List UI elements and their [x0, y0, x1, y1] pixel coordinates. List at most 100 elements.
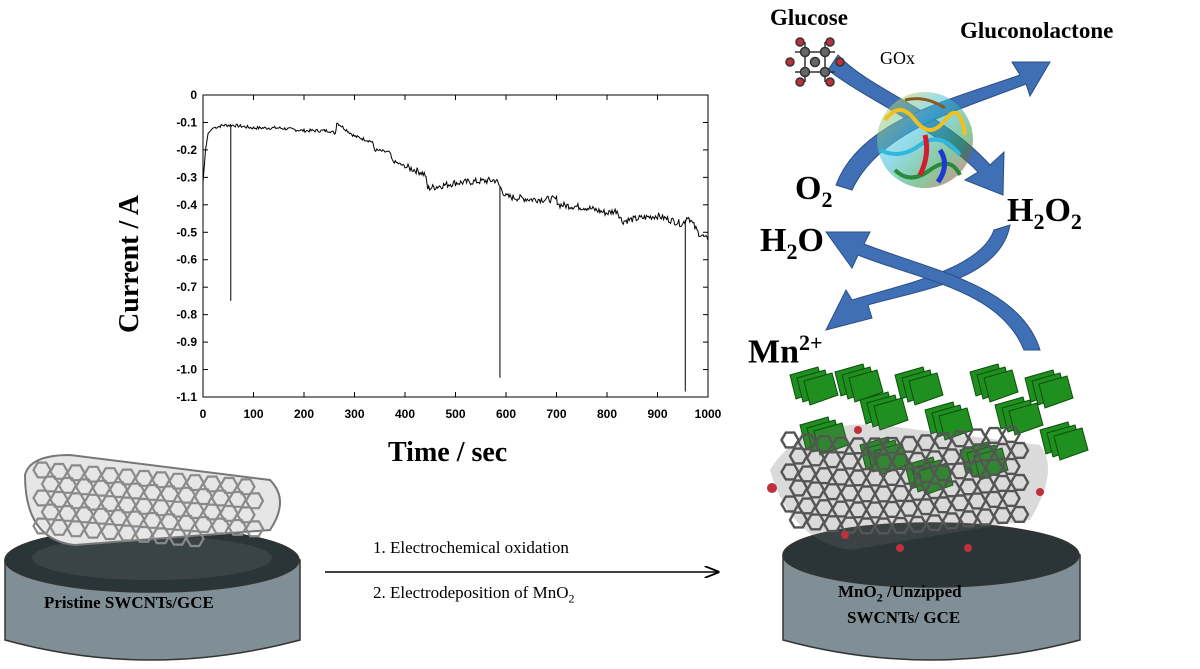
glucose-molecule-icon: [785, 37, 845, 87]
hexagon-ring: [916, 466, 936, 484]
hexagon-ring: [788, 511, 809, 529]
curved-arrow-h2o2-to-mn: [825, 224, 1011, 331]
hexagon-ring: [848, 469, 868, 487]
hexagon-ring: [822, 451, 843, 469]
y-tick-label: -0.8: [176, 308, 197, 322]
mno2-octahedron: [908, 372, 944, 406]
hexagon-ring: [1009, 473, 1030, 491]
mno2-octahedron: [1038, 375, 1074, 409]
hexagon-ring: [788, 447, 809, 465]
y-tick-label: -0.2: [176, 143, 197, 157]
hexagon-ring: [865, 501, 885, 519]
hexagon-ring: [916, 434, 936, 452]
o2-base: O: [795, 170, 822, 207]
hexagon-ring: [882, 500, 902, 518]
h2o2-a: H: [1007, 192, 1034, 229]
x-tick-label: 500: [445, 407, 465, 421]
y-tick-label: -0.5: [176, 225, 197, 239]
gluconolactone-label: Gluconolactone: [960, 18, 1114, 43]
hexagon-ring: [933, 432, 953, 450]
hexagon-ring: [916, 498, 936, 516]
hexagon-ring: [984, 490, 1004, 508]
hexagon-ring: [933, 464, 953, 482]
hexagon-ring: [831, 500, 851, 518]
mn-label: Mn2+: [748, 330, 823, 371]
y-tick-label: -0.3: [176, 170, 197, 184]
y-tick-label: -1.1: [176, 390, 197, 404]
x-tick-label: 700: [546, 407, 566, 421]
hexagon-ring: [941, 512, 962, 530]
y-tick-label: -1.0: [176, 363, 197, 377]
hexagon-ring: [1001, 489, 1021, 507]
x-tick-label: 900: [647, 407, 667, 421]
hexagon-ring: [210, 517, 231, 535]
x-axis-ticks: 0 100 200 300 400 500 600 700 800 900 1000: [200, 95, 722, 421]
curved-arrow-mn-to-h2o: [825, 231, 1041, 351]
process-step-2-text: 2. Electrodeposition of MnO: [373, 583, 569, 602]
hexagon-ring: [950, 462, 970, 480]
mno2-octahedron: [803, 372, 839, 406]
gox-label: GOx: [880, 48, 915, 68]
y-tick-label: 0: [190, 88, 197, 102]
h2o-label: H2O: [760, 222, 824, 265]
plot-frame: [202, 94, 709, 398]
chronoamperometry-chart: 0 -0.1 -0.2 -0.3 -0.4 -0.5 -0.6 -0.7 -0.8 -0.9 -1.…: [176, 88, 721, 421]
y-axis-ticks: 0 -0.1 -0.2 -0.3 -0.4 -0.5 -0.6 -0.7 -0.8 -0.9 -1.…: [176, 88, 708, 404]
x-tick-label: 100: [243, 407, 263, 421]
hexagon-ring: [151, 527, 171, 545]
hexagon-ring: [933, 496, 953, 514]
hexagon-ring: [83, 521, 103, 539]
mno2-octahedron: [1053, 427, 1089, 461]
hexagon-ring: [856, 517, 877, 535]
hexagon-ring: [890, 516, 911, 534]
x-tick-label: 300: [344, 407, 364, 421]
hexagon-ring: [839, 484, 860, 502]
hexagon-ring: [865, 437, 885, 455]
hexagon-ring: [193, 516, 214, 534]
glucose-label: Glucose: [770, 5, 848, 30]
hexagon-ring: [907, 515, 928, 533]
hexagon-ring: [797, 433, 817, 451]
unzipped-swcnt-icon: [767, 424, 1048, 552]
hexagon-ring: [244, 520, 265, 538]
hexagon-ring: [66, 520, 86, 538]
process-step-2: 2. Electrodeposition of MnO2: [373, 583, 574, 606]
x-tick-label: 800: [597, 407, 617, 421]
hexagon-ring: [865, 469, 885, 487]
mno2-octahedron: [848, 369, 884, 403]
h2o-s1: 2: [786, 238, 798, 264]
hexagon-ring: [1001, 457, 1021, 475]
hexagon-ring: [780, 431, 800, 449]
reaction-cycle-arrows: [825, 54, 1051, 351]
pristine-swcnt-icon: [23, 453, 281, 548]
hexagon-ring: [822, 483, 843, 501]
left-electrode-label: Pristine SWCNTs/GCE: [44, 593, 214, 612]
x-tick-label: 400: [395, 407, 415, 421]
hexagon-ring: [797, 497, 817, 515]
y-tick-label: -0.4: [176, 198, 197, 212]
hexagon-ring: [100, 523, 120, 541]
curved-arrow-glucose-to-h2o2: [827, 54, 1005, 196]
hexagon-ring: [1009, 441, 1030, 459]
hexagon-ring: [822, 515, 843, 533]
h2o-b: O: [797, 222, 824, 259]
hexagon-ring: [117, 524, 137, 542]
hexagon-ring: [899, 467, 919, 485]
y-tick-label: -0.7: [176, 280, 197, 294]
hexagon-ring: [32, 517, 52, 535]
mno2-octahedron: [983, 369, 1019, 403]
mn-sup: 2+: [799, 330, 823, 355]
gox-enzyme-icon: [877, 92, 973, 188]
hexagon-ring: [244, 492, 265, 510]
right-label-sub: 2: [876, 590, 883, 605]
right-label-unzipped: /Unzipped: [882, 582, 962, 601]
o2-sub: 2: [821, 186, 833, 212]
x-tick-label: 200: [294, 407, 314, 421]
right-electrode-label-line1: MnO2 /Unzipped: [838, 582, 962, 605]
hexagon-ring: [958, 510, 979, 528]
hexagon-ring: [899, 435, 919, 453]
hexagon-ring: [805, 513, 826, 531]
hexagon-ring: [975, 508, 996, 526]
h2o2-s1: 2: [1033, 208, 1045, 234]
